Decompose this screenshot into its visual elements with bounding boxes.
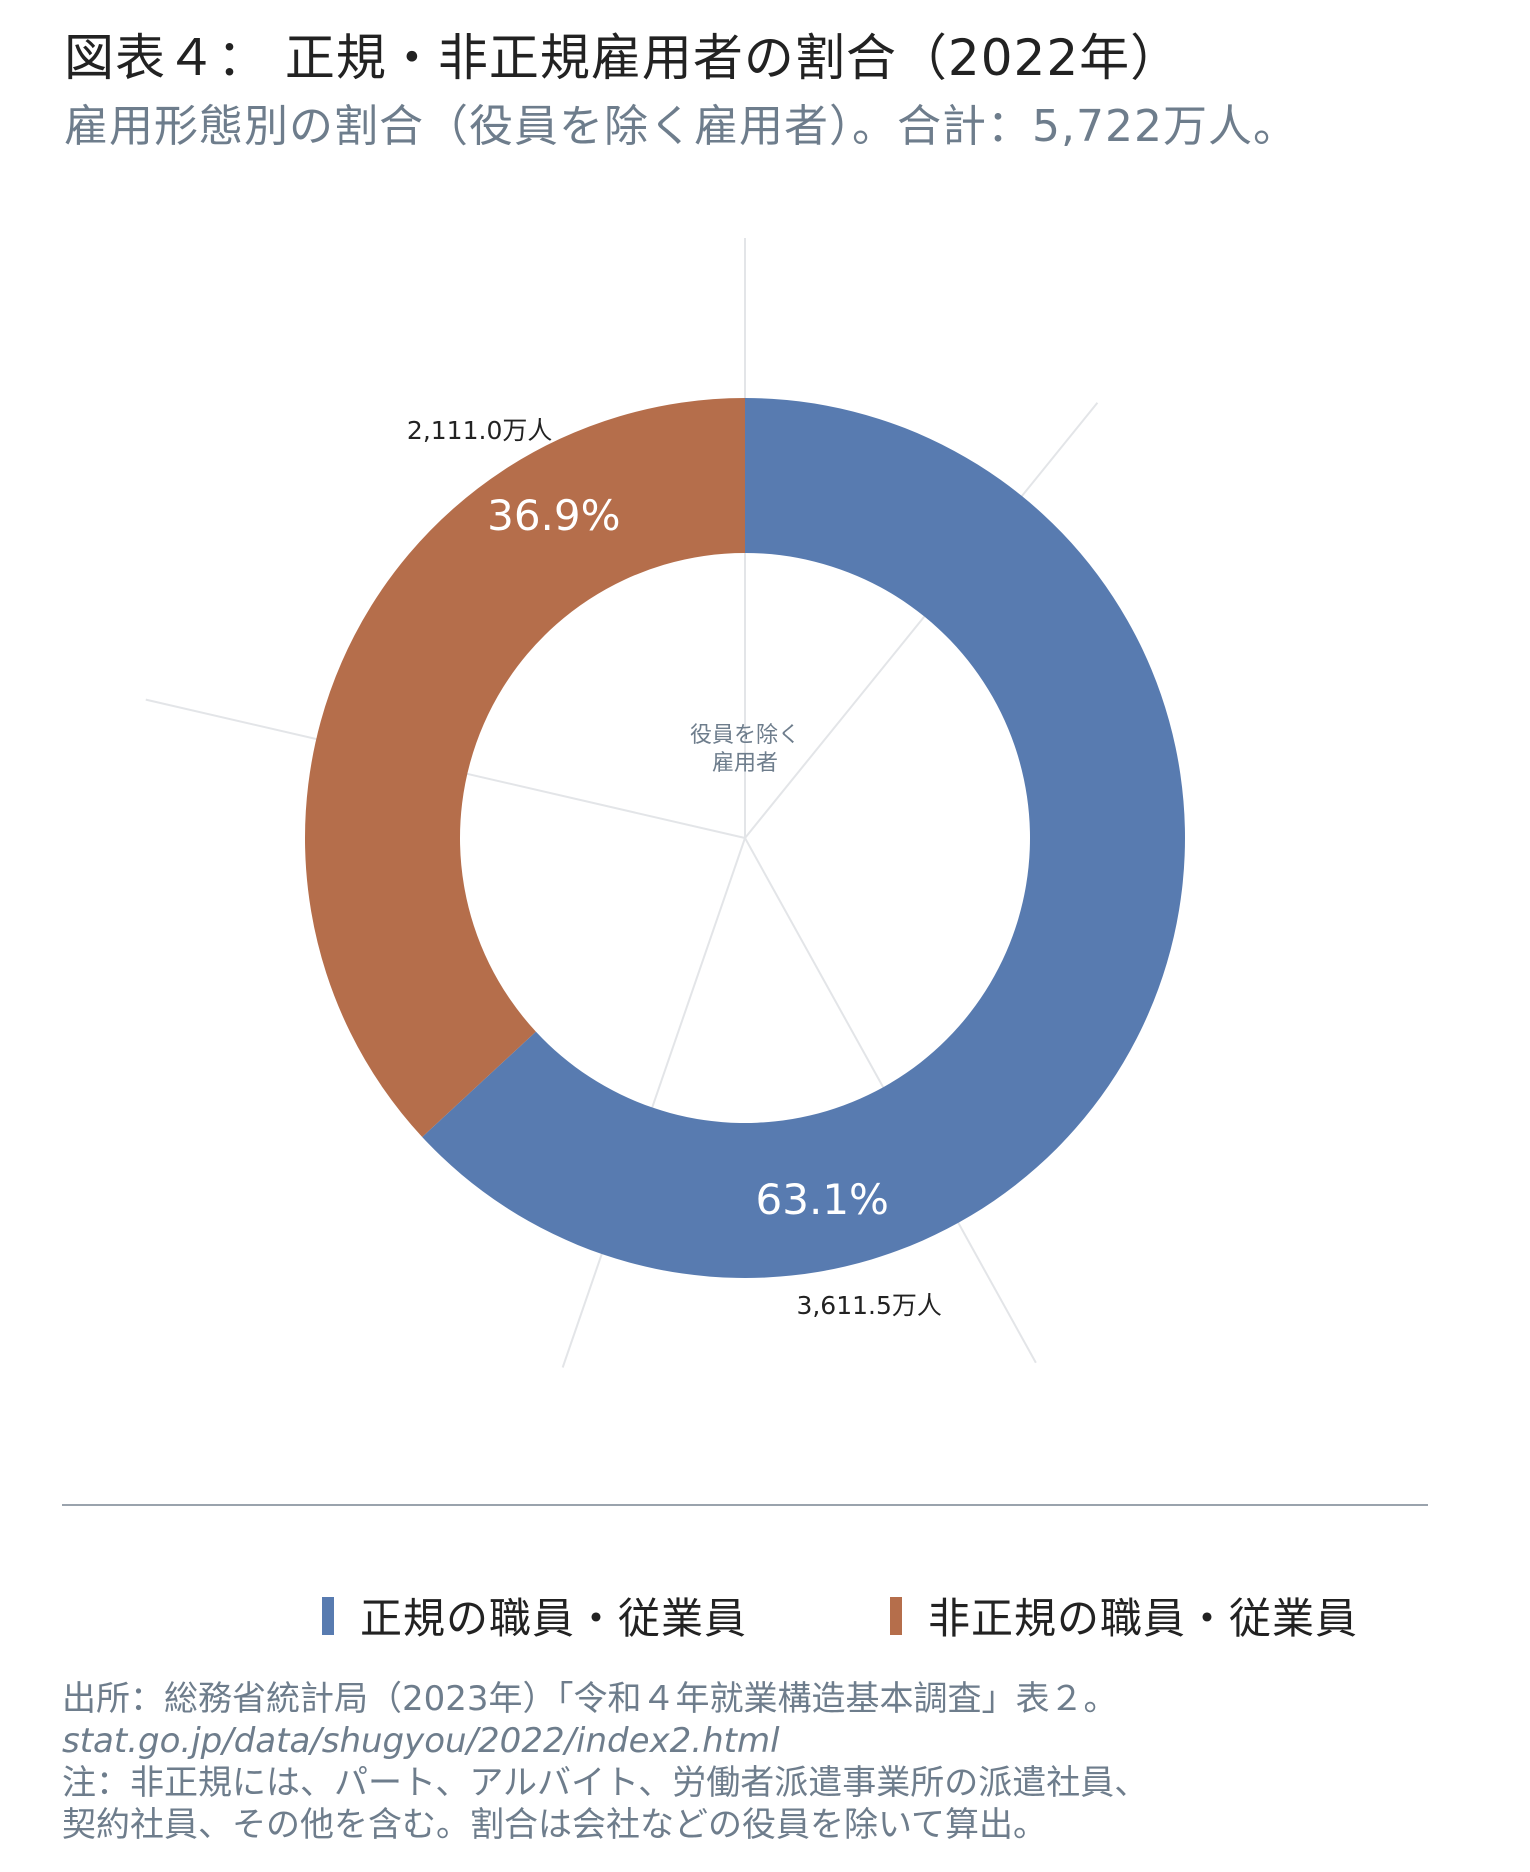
legend-label-regular: 正規の職員・従業員 xyxy=(360,1594,748,1643)
center-label-line: 雇用者 xyxy=(712,751,778,776)
donut-slices xyxy=(305,398,1186,1278)
legend-swatch-regular xyxy=(322,1596,334,1635)
note-line-1: 注：非正規には、パート、アルバイト、労働者派遣事業所の派遣社員、 xyxy=(62,1763,1149,1803)
source-url[interactable]: stat.go.jp/data/shugyou/2022/index2.html xyxy=(62,1721,780,1761)
value-label-regular: 3,611.5万人 xyxy=(796,1291,941,1320)
gridline xyxy=(744,402,1099,839)
source-note: 出所：総務省統計局（2023年）「令和４年就業構造基本調査」表２。 stat.g… xyxy=(62,1678,1482,1846)
gridline xyxy=(561,837,746,1368)
percent-label-nonregular: 36.9% xyxy=(487,491,620,540)
slice-nonregular[interactable] xyxy=(305,398,745,1137)
legend-swatch-nonregular xyxy=(890,1596,902,1635)
legend-item-regular[interactable]: 正規の職員・従業員 xyxy=(322,1585,747,1646)
legend-item-nonregular[interactable]: 非正規の職員・従業員 xyxy=(890,1585,1358,1646)
note-line-2: 契約社員、その他を含む。割合は会社などの役員を除いて算出。 xyxy=(62,1805,1047,1845)
slice-regular[interactable] xyxy=(422,398,1186,1278)
divider-line xyxy=(62,1504,1428,1506)
chart-title: 図表４： 正規・非正規雇用者の割合（2022年） xyxy=(64,29,1182,87)
source-text: 出所：総務省統計局（2023年）「令和４年就業構造基本調査」表２。 xyxy=(62,1679,1118,1719)
chart-legend: 正規の職員・従業員 非正規の職員・従業員 xyxy=(0,1585,1530,1645)
legend-label-nonregular: 非正規の職員・従業員 xyxy=(928,1594,1359,1643)
chart-subtitle: 雇用形態別の割合（役員を除く雇用者）。合計：5,722万人。 xyxy=(64,101,1298,152)
percent-label-regular: 63.1% xyxy=(756,1175,889,1224)
center-label-line: 役員を除く xyxy=(690,723,800,748)
value-label-nonregular: 2,111.0万人 xyxy=(407,416,552,445)
